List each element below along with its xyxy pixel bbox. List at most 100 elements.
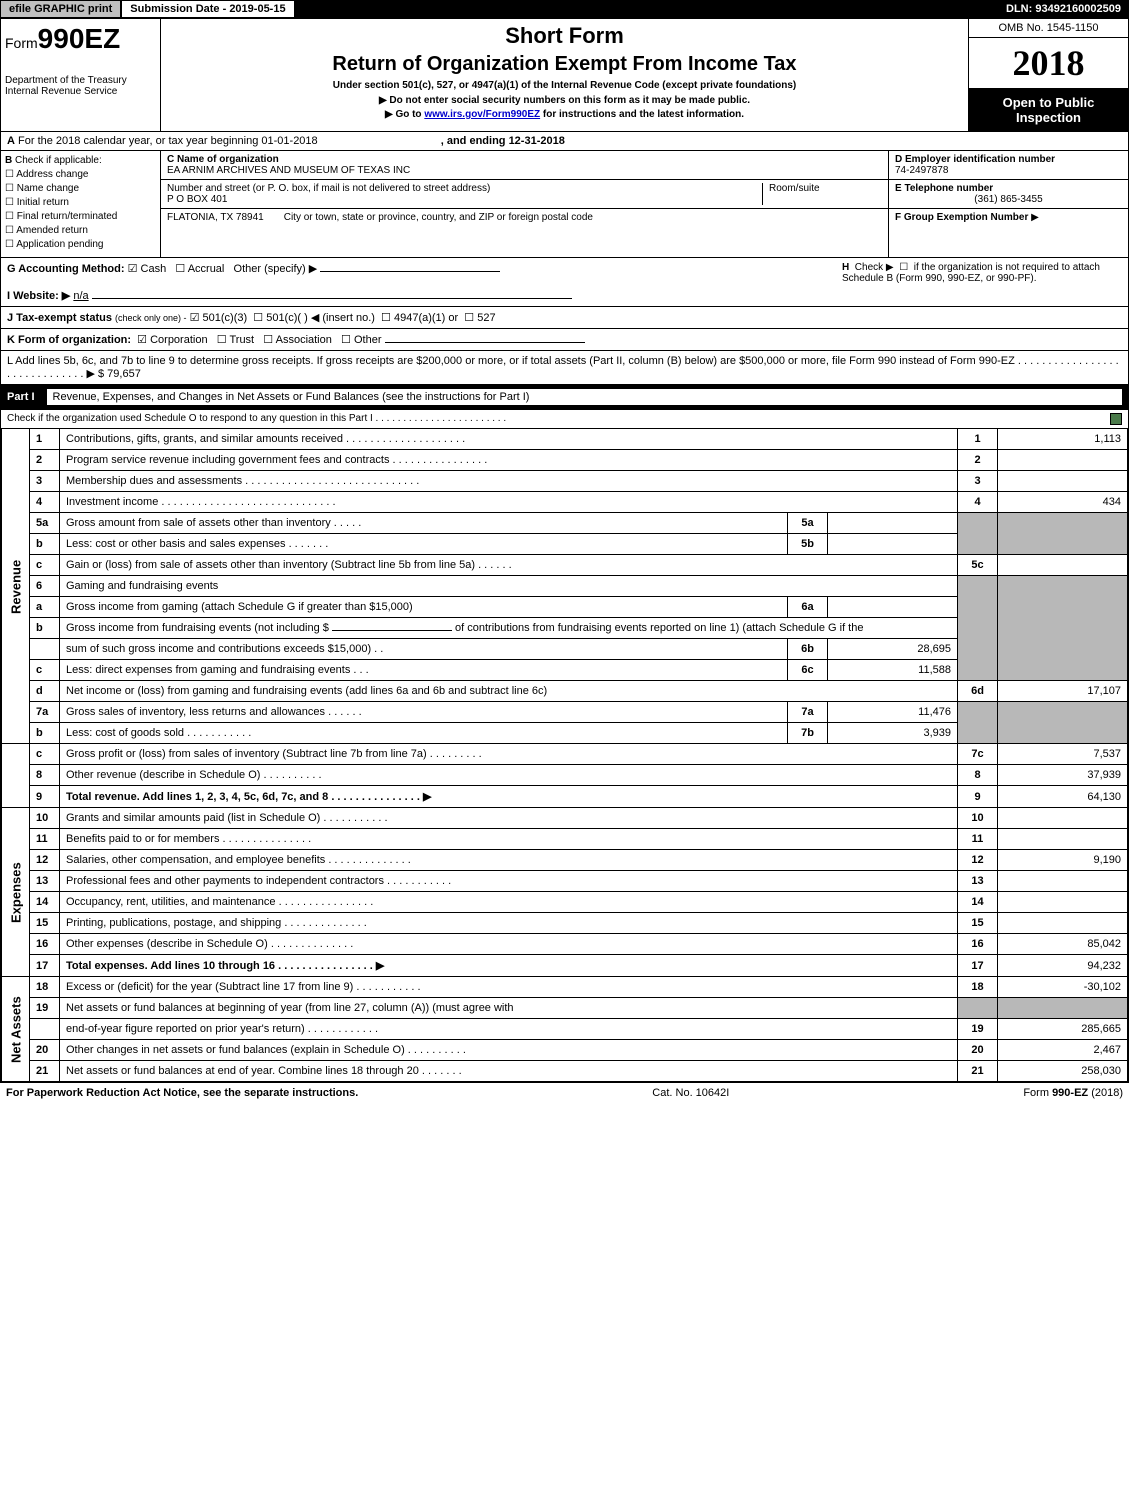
l19-num: 19 <box>30 998 60 1019</box>
l6b-desc: Gross income from fundraising events (no… <box>60 618 958 639</box>
revenue-side-label: Revenue <box>2 429 30 744</box>
g-cash[interactable]: ☑ Cash <box>128 263 167 275</box>
k-other[interactable]: ☐ Other <box>341 334 381 346</box>
l4-ln: 4 <box>958 492 998 513</box>
l17-ln: 17 <box>958 955 998 977</box>
l10-desc: Grants and similar amounts paid (list in… <box>60 808 958 829</box>
c-name-label: C Name of organization <box>167 154 279 165</box>
l12-amt: 9,190 <box>998 850 1128 871</box>
l6b2-num <box>30 639 60 660</box>
l-text: L Add lines 5b, 6c, and 7b to line 9 to … <box>7 355 1119 380</box>
l7c-num: c <box>30 744 60 765</box>
l6c-desc: Less: direct expenses from gaming and fu… <box>60 660 788 681</box>
footer-right: Form 990-EZ (2018) <box>1023 1087 1123 1099</box>
l15-num: 15 <box>30 913 60 934</box>
k-trust[interactable]: ☐ Trust <box>217 334 254 346</box>
part1-header: Part I Revenue, Expenses, and Changes in… <box>1 385 1128 409</box>
j-501c[interactable]: ☐ 501(c)( ) ◀ (insert no.) <box>253 312 375 324</box>
h-checkbox[interactable]: ☐ <box>899 262 908 273</box>
l14-amt <box>998 892 1128 913</box>
instruction-2: ▶ Go to www.irs.gov/Form990EZ for instru… <box>169 109 960 120</box>
l5a-num: 5a <box>30 513 60 534</box>
l19-desc1: Net assets or fund balances at beginning… <box>60 998 958 1019</box>
irs-link[interactable]: www.irs.gov/Form990EZ <box>424 109 540 120</box>
l14-ln: 14 <box>958 892 998 913</box>
l11-num: 11 <box>30 829 60 850</box>
room-label: Room/suite <box>762 183 882 205</box>
l6a-sn: 6a <box>788 597 828 618</box>
l6-desc: Gaming and fundraising events <box>60 576 958 597</box>
l6c-sv: 11,588 <box>828 660 958 681</box>
l6d-ln: 6d <box>958 681 998 702</box>
l13-desc: Professional fees and other payments to … <box>60 871 958 892</box>
part1-checkbox[interactable] <box>1110 413 1122 425</box>
revenue-side-cont <box>2 744 30 808</box>
chk-address-change[interactable]: ☐ Address change <box>5 169 156 180</box>
l5ab-amt-shaded <box>998 513 1128 555</box>
j-527[interactable]: ☐ 527 <box>464 312 495 324</box>
l18-desc: Excess or (deficit) for the year (Subtra… <box>60 977 958 998</box>
l20-desc: Other changes in net assets or fund bala… <box>60 1040 958 1061</box>
chk-initial-return[interactable]: ☐ Initial return <box>5 197 156 208</box>
open-public-badge: Open to Public Inspection <box>969 89 1128 131</box>
chk-final-return[interactable]: ☐ Final return/terminated <box>5 211 156 222</box>
dept-treasury: Department of the Treasury <box>5 75 156 86</box>
l7c-desc: Gross profit or (loss) from sales of inv… <box>60 744 958 765</box>
instr2-prefix: ▶ Go to <box>385 109 424 120</box>
l7b-desc: Less: cost of goods sold . . . . . . . .… <box>60 723 788 744</box>
l19-ln-shaded <box>958 998 998 1019</box>
l6c-num: c <box>30 660 60 681</box>
top-bar: efile GRAPHIC print Submission Date - 20… <box>0 0 1129 18</box>
chk-amended[interactable]: ☐ Amended return <box>5 225 156 236</box>
k-label: K Form of organization: <box>7 334 131 346</box>
l17-amt: 94,232 <box>998 955 1128 977</box>
form-header: Form990EZ Department of the Treasury Int… <box>1 19 1128 132</box>
l3-ln: 3 <box>958 471 998 492</box>
h-label: H <box>842 262 849 273</box>
chk-app-pending[interactable]: ☐ Application pending <box>5 239 156 250</box>
l18-amt: -30,102 <box>998 977 1128 998</box>
g-accrual[interactable]: ☐ Accrual <box>175 263 224 275</box>
j-sub: (check only one) - <box>115 313 187 323</box>
l16-amt: 85,042 <box>998 934 1128 955</box>
header-center: Short Form Return of Organization Exempt… <box>161 19 968 131</box>
l7a-sv: 11,476 <box>828 702 958 723</box>
d-label: D Employer identification number <box>895 154 1055 165</box>
l3-desc: Membership dues and assessments . . . . … <box>60 471 958 492</box>
k-assoc[interactable]: ☐ Association <box>263 334 332 346</box>
l14-desc: Occupancy, rent, utilities, and maintena… <box>60 892 958 913</box>
efile-print-button[interactable]: efile GRAPHIC print <box>0 0 121 18</box>
l8-num: 8 <box>30 765 60 786</box>
l5b-sn: 5b <box>788 534 828 555</box>
row-h: H Check ▶ ☐ if the organization is not r… <box>842 262 1122 302</box>
l20-ln: 20 <box>958 1040 998 1061</box>
l6b-sn: 6b <box>788 639 828 660</box>
l18-ln: 18 <box>958 977 998 998</box>
j-label: J Tax-exempt status <box>7 312 112 324</box>
l15-amt <box>998 913 1128 934</box>
l19-amt-shaded <box>998 998 1128 1019</box>
j-501c3[interactable]: ☑ 501(c)(3) <box>190 312 248 324</box>
open-line2: Inspection <box>975 110 1122 125</box>
l7b-num: b <box>30 723 60 744</box>
short-form-title: Short Form <box>169 23 960 49</box>
g-other[interactable]: Other (specify) ▶ <box>234 263 318 275</box>
city-value: FLATONIA, TX 78941 <box>167 212 264 223</box>
l5ab-ln-shaded <box>958 513 998 555</box>
l9-desc: Total revenue. Add lines 1, 2, 3, 4, 5c,… <box>60 786 958 808</box>
l1-ln: 1 <box>958 429 998 450</box>
l13-num: 13 <box>30 871 60 892</box>
l6b-sv: 28,695 <box>828 639 958 660</box>
l19-amt: 285,665 <box>998 1019 1128 1040</box>
l6a-num: a <box>30 597 60 618</box>
chk-name-change[interactable]: ☐ Name change <box>5 183 156 194</box>
open-line1: Open to Public <box>975 95 1122 110</box>
instr2-suffix: for instructions and the latest informat… <box>540 109 744 120</box>
l1-amt: 1,113 <box>998 429 1128 450</box>
j-4947[interactable]: ☐ 4947(a)(1) or <box>381 312 458 324</box>
l12-ln: 12 <box>958 850 998 871</box>
l15-desc: Printing, publications, postage, and shi… <box>60 913 958 934</box>
l7b-sv: 3,939 <box>828 723 958 744</box>
k-corp[interactable]: ☑ Corporation <box>137 334 207 346</box>
row-gh: G Accounting Method: ☑ Cash ☐ Accrual Ot… <box>1 258 1128 307</box>
